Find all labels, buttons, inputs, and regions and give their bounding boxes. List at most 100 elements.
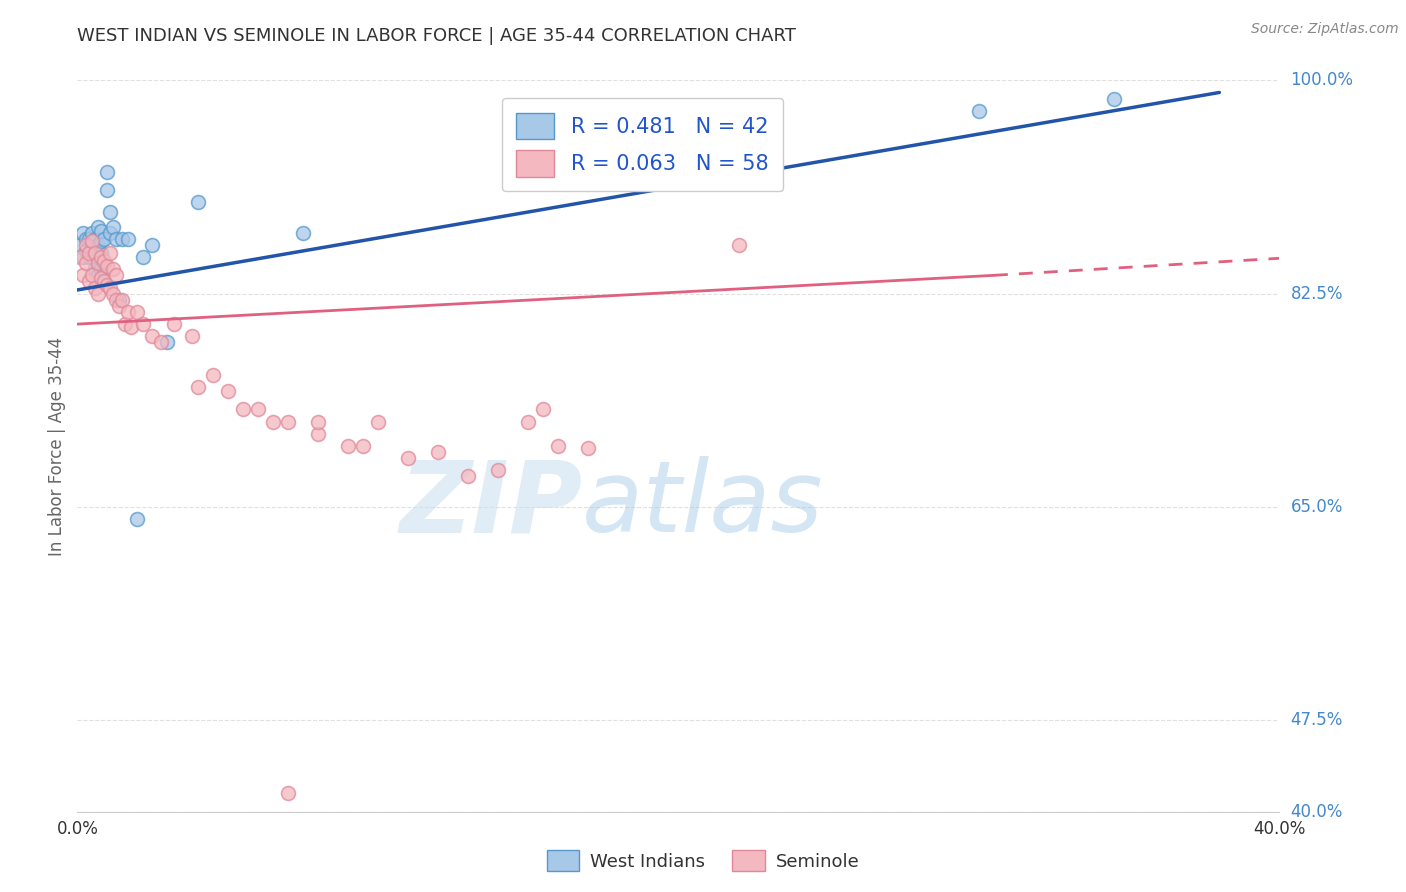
- Point: [162, 317, 184, 331]
- Point: [141, 329, 163, 343]
- Point: [132, 250, 155, 264]
- Point: [486, 463, 509, 477]
- Point: [79, 275, 101, 289]
- Point: [111, 293, 134, 307]
- Point: [396, 451, 419, 466]
- Point: [93, 275, 115, 289]
- Point: [82, 250, 104, 264]
- Text: 40.0%: 40.0%: [1291, 803, 1343, 821]
- Point: [75, 244, 97, 258]
- Point: [75, 256, 97, 270]
- Point: [103, 286, 125, 301]
- Point: [87, 250, 110, 264]
- Point: [87, 286, 110, 301]
- Point: [117, 305, 139, 319]
- Point: [84, 232, 107, 246]
- Point: [75, 238, 97, 252]
- Point: [132, 317, 155, 331]
- Point: [105, 232, 128, 246]
- Point: [96, 259, 118, 273]
- Point: [82, 234, 104, 248]
- Point: [90, 246, 112, 260]
- Point: [180, 329, 202, 343]
- Point: [87, 268, 110, 283]
- Point: [727, 238, 749, 252]
- Point: [90, 270, 112, 285]
- Point: [277, 415, 299, 429]
- Point: [517, 415, 540, 429]
- Point: [93, 232, 115, 246]
- Point: [114, 317, 136, 331]
- Point: [336, 439, 359, 453]
- Point: [75, 232, 97, 246]
- Point: [141, 238, 163, 252]
- Point: [352, 439, 374, 453]
- Point: [103, 262, 125, 277]
- Point: [96, 183, 118, 197]
- Point: [547, 439, 569, 453]
- Point: [82, 238, 104, 252]
- Point: [90, 262, 112, 277]
- Point: [82, 268, 104, 283]
- Text: atlas: atlas: [582, 456, 824, 553]
- Point: [120, 319, 142, 334]
- Point: [111, 232, 134, 246]
- Point: [84, 244, 107, 258]
- Point: [100, 205, 122, 219]
- Point: [90, 224, 112, 238]
- Point: [117, 232, 139, 246]
- Point: [291, 226, 314, 240]
- Point: [100, 280, 122, 294]
- Point: [637, 122, 659, 136]
- Point: [967, 103, 990, 118]
- Point: [72, 250, 94, 264]
- Text: ZIP: ZIP: [399, 456, 582, 553]
- Y-axis label: In Labor Force | Age 35-44: In Labor Force | Age 35-44: [48, 336, 66, 556]
- Point: [103, 219, 125, 234]
- Text: WEST INDIAN VS SEMINOLE IN LABOR FORCE | AGE 35-44 CORRELATION CHART: WEST INDIAN VS SEMINOLE IN LABOR FORCE |…: [77, 27, 796, 45]
- Point: [87, 238, 110, 252]
- Point: [72, 268, 94, 283]
- Point: [96, 278, 118, 293]
- Point: [156, 335, 179, 350]
- Point: [79, 246, 101, 260]
- Point: [576, 442, 599, 456]
- Point: [186, 195, 209, 210]
- Point: [84, 280, 107, 294]
- Point: [84, 262, 107, 277]
- Legend: R = 0.481   N = 42, R = 0.063   N = 58: R = 0.481 N = 42, R = 0.063 N = 58: [502, 98, 783, 191]
- Point: [79, 232, 101, 246]
- Point: [79, 250, 101, 264]
- Point: [96, 164, 118, 178]
- Point: [93, 256, 115, 270]
- Point: [69, 238, 91, 252]
- Text: Source: ZipAtlas.com: Source: ZipAtlas.com: [1251, 22, 1399, 37]
- Point: [90, 234, 112, 248]
- Point: [217, 384, 239, 399]
- Point: [93, 253, 115, 268]
- Point: [82, 226, 104, 240]
- Point: [246, 402, 269, 417]
- Point: [457, 469, 479, 483]
- Point: [108, 299, 131, 313]
- Point: [105, 268, 128, 283]
- Point: [108, 293, 131, 307]
- Point: [186, 380, 209, 394]
- Point: [307, 415, 329, 429]
- Point: [232, 402, 254, 417]
- Point: [84, 246, 107, 260]
- Point: [72, 226, 94, 240]
- Point: [100, 226, 122, 240]
- Point: [531, 402, 554, 417]
- Point: [637, 159, 659, 173]
- Point: [127, 305, 149, 319]
- Text: 100.0%: 100.0%: [1291, 71, 1354, 89]
- Point: [367, 415, 389, 429]
- Text: 65.0%: 65.0%: [1291, 498, 1343, 516]
- Point: [427, 445, 450, 459]
- Point: [87, 256, 110, 270]
- Point: [277, 787, 299, 801]
- Point: [150, 335, 173, 350]
- Legend: West Indians, Seminole: West Indians, Seminole: [540, 843, 866, 879]
- Text: 47.5%: 47.5%: [1291, 711, 1343, 730]
